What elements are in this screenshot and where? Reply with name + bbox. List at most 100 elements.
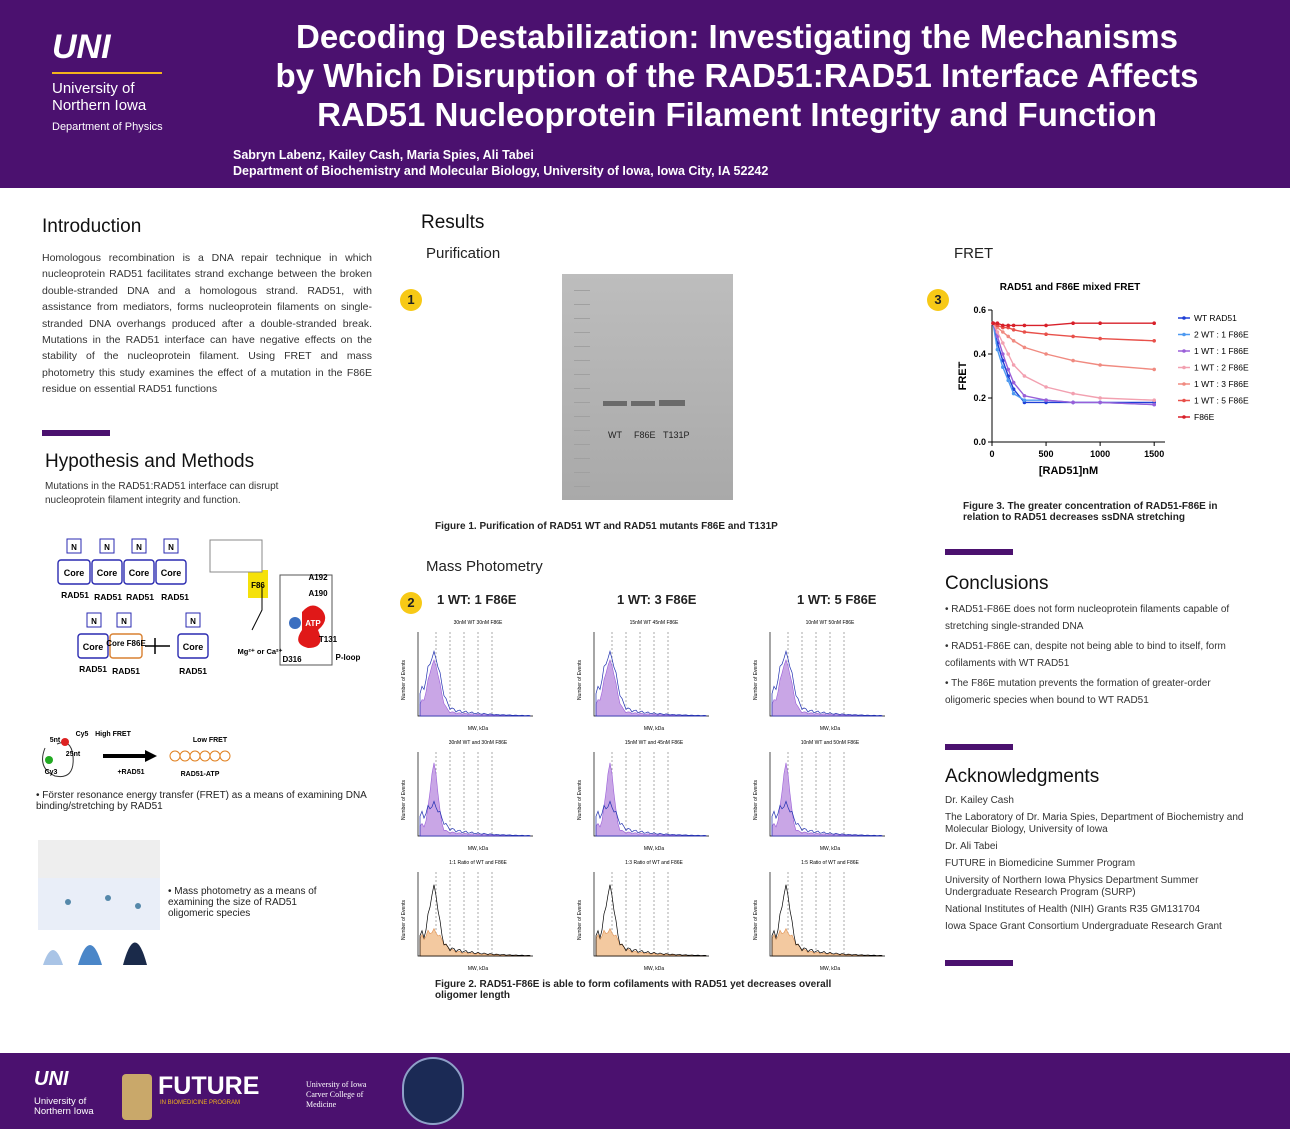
- point: [1098, 336, 1102, 341]
- point: [1022, 374, 1027, 378]
- lane-label: T131P: [663, 430, 690, 440]
- diagram-label: N: [104, 543, 110, 552]
- badge: 3: [927, 289, 949, 311]
- legend-dot: [1182, 332, 1186, 337]
- point: [1022, 398, 1027, 402]
- list-item: National Institutes of Health (NIH) Gran…: [945, 904, 1265, 916]
- diagram-label: N: [121, 617, 127, 626]
- heading: Hypothesis and Methods: [45, 451, 255, 472]
- curve: [771, 658, 883, 717]
- diagram-label: P-loop: [336, 653, 361, 662]
- legend-dot: [1182, 316, 1186, 320]
- caption: Figure 1. Purification of RAD51 WT and R…: [435, 521, 778, 532]
- diagram-label: N: [136, 543, 142, 552]
- isgc-logo: [402, 1057, 464, 1125]
- x-tick-label: 1500: [1144, 449, 1164, 459]
- point: [995, 347, 1000, 352]
- x-label: MW, kDa: [468, 726, 488, 732]
- divider: [945, 960, 1013, 966]
- legend-label: 1 WT : 3 F86E: [1194, 379, 1249, 389]
- y-label: Number of Events: [401, 659, 407, 700]
- diagram-label: ATP: [305, 619, 321, 628]
- curve: [595, 658, 707, 717]
- list-item: • RAD51-F86E does not form nucleoprotein…: [945, 604, 1230, 632]
- item-text: FUTURE in Biomedicine Summer Program: [945, 858, 1136, 869]
- point: [1098, 396, 1102, 400]
- legend-dot: [1182, 398, 1186, 403]
- mp-panel: 1:5 Ratio of WT and F86E Number of Events…: [753, 860, 885, 972]
- point: [1152, 321, 1156, 325]
- point: [995, 334, 1000, 339]
- y-label: Number of Events: [577, 659, 583, 700]
- item-text: RAD51-F86E can, despite not being able t…: [945, 641, 1226, 669]
- item-text: University of Northern Iowa Physics Depa…: [945, 875, 1199, 898]
- diagram-label: RAD51: [126, 592, 154, 602]
- point: [1098, 321, 1102, 325]
- n-box: [66, 538, 82, 554]
- legend-dot: [1182, 365, 1186, 370]
- x-tick-label: 500: [1039, 449, 1054, 459]
- item-text: National Institutes of Health (NIH) Gran…: [945, 904, 1201, 915]
- legend-label: WT RAD51: [1194, 313, 1237, 323]
- point: [1006, 367, 1011, 372]
- heading: Conclusions: [945, 573, 1049, 594]
- y-label: Number of Events: [401, 899, 407, 940]
- curve: [595, 762, 707, 837]
- mp-panel: 30nM WT 30nM F86E Number of Events MW, kDa: [401, 620, 533, 732]
- y-label: Number of Events: [753, 779, 759, 820]
- band: [631, 401, 655, 406]
- mp-note-text: Mass photometry as a means of examining …: [168, 886, 317, 919]
- curve: [419, 927, 531, 957]
- caption: Figure 3. The greater concentration of R…: [963, 501, 1218, 523]
- mp-panel: 10nM WT and 50nM F86E Number of Events MW,…: [753, 740, 885, 852]
- header: [0, 0, 1290, 188]
- column-heading: 1 WT: 3 F86E: [617, 592, 697, 607]
- legend-dot: [1182, 382, 1186, 386]
- point: [1001, 341, 1005, 345]
- authors: Sabryn Labenz, Kailey Cash, Maria Spies,…: [233, 148, 534, 162]
- panel-title: 10nM WT 50nM F86E: [806, 620, 855, 626]
- series-line: [992, 322, 1155, 342]
- x-label: MW, kDa: [468, 966, 488, 972]
- intro-text: Homologous recombination is a DNA repair…: [42, 252, 372, 396]
- fret-note: • Förster resonance energy transfer (FRE…: [36, 790, 367, 812]
- lane-label: F86E: [634, 430, 656, 440]
- curve: [771, 762, 883, 837]
- diagram-label: Core: [183, 642, 204, 652]
- point: [1044, 352, 1048, 356]
- fret-label: Low FRET: [193, 737, 228, 744]
- y-label: Number of Events: [577, 779, 583, 820]
- point: [1044, 398, 1048, 402]
- logo-rule: [52, 72, 162, 74]
- ack-list: Dr. Kailey Cash The Laboratory of Dr. Mar…: [945, 795, 1265, 938]
- diagram-label: RAD51: [161, 592, 189, 602]
- list-item: Dr. Ali Tabei: [945, 841, 1265, 853]
- panel-title: 1:3 Ratio of WT and F86E: [625, 860, 683, 866]
- diagram-label: RAD51: [94, 592, 122, 602]
- footer-university: University of Northern Iowa: [34, 1096, 94, 1117]
- list-item: University of Northern Iowa Physics Depa…: [945, 875, 1265, 899]
- chart-title: RAD51 and F86E mixed FRET: [1000, 282, 1141, 293]
- heading: Results: [421, 212, 485, 233]
- curve: [771, 800, 883, 837]
- divider: [42, 430, 110, 436]
- point: [1098, 363, 1102, 367]
- fret-label: 25nt: [66, 751, 81, 758]
- badge: 2: [400, 592, 422, 614]
- curve: [419, 884, 531, 957]
- item-text: The F86E mutation prevents the formation…: [945, 678, 1211, 706]
- point: [995, 330, 1000, 334]
- point: [1071, 321, 1075, 325]
- future-logo: FUTURE: [158, 1072, 260, 1100]
- conclusion-list: • RAD51-F86E does not form nucleoprotein…: [945, 601, 1255, 712]
- diagram-label: RAD51: [61, 590, 89, 600]
- x-tick-label: 1000: [1090, 449, 1110, 459]
- legend-dot: [1182, 349, 1186, 353]
- n-box: [86, 612, 102, 628]
- point: [1001, 352, 1005, 356]
- list-item: Iowa Space Grant Consortium Undergraduat…: [945, 921, 1265, 933]
- column-heading: 1 WT: 5 F86E: [797, 592, 877, 607]
- curve: [419, 650, 531, 717]
- affiliation: Department of Biochemistry and Molecular…: [233, 164, 769, 178]
- n-box: [163, 538, 179, 554]
